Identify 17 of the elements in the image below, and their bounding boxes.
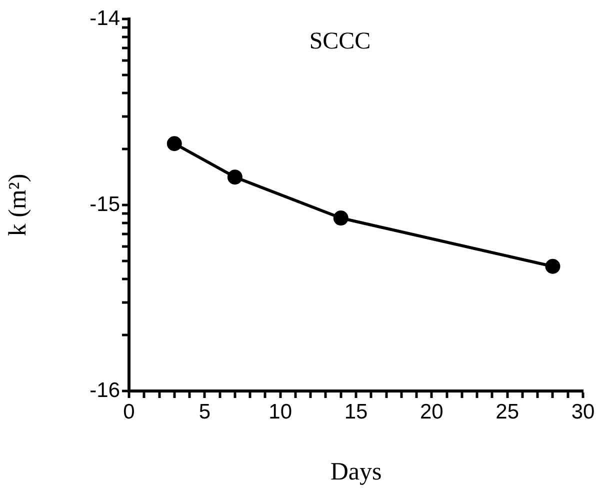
x-tick-label: 20 — [420, 400, 444, 424]
x-axis-title: Days — [330, 458, 382, 486]
x-tick-label: 10 — [268, 400, 292, 424]
point — [333, 210, 348, 226]
point — [545, 258, 560, 274]
point — [166, 136, 182, 152]
point — [227, 170, 242, 185]
x-tick-label: 30 — [571, 400, 595, 424]
y-tick-label: -14 — [90, 6, 120, 30]
chart-title: SCCC — [309, 28, 371, 54]
x-tick-label: 25 — [496, 400, 520, 424]
y-tick-label: -15 — [90, 192, 120, 216]
y-axis-title: k (m²) — [4, 174, 32, 236]
y-tick-label: -16 — [90, 378, 120, 402]
x-tick-label: 5 — [198, 400, 211, 424]
x-tick-label: 15 — [344, 400, 368, 424]
x-tick-label: 0 — [123, 400, 135, 424]
